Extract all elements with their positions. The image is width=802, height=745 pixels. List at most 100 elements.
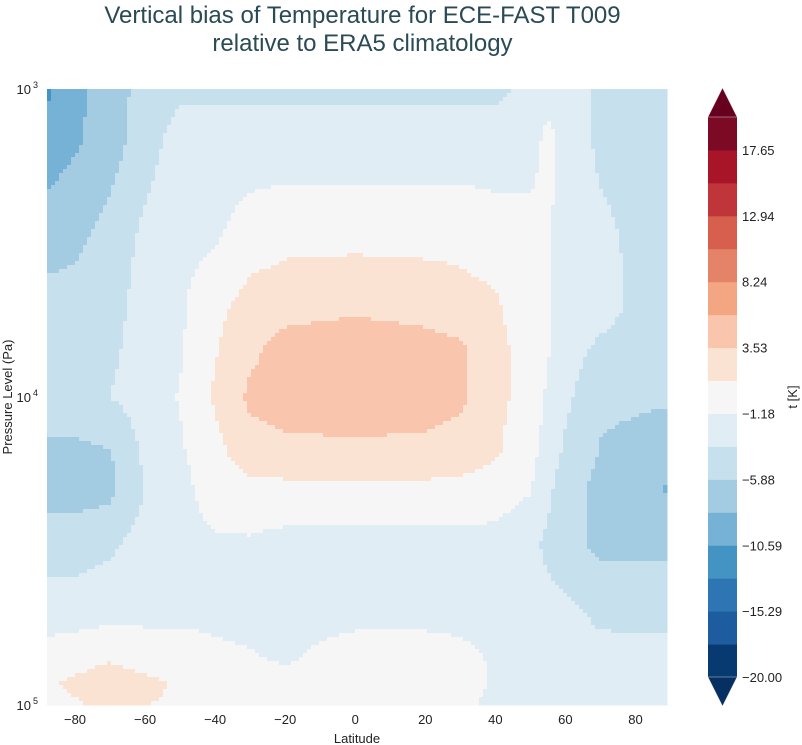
contour-cell [115, 485, 144, 490]
contour-cell [47, 597, 572, 602]
contour-cell [551, 241, 620, 246]
contour-cell [223, 229, 552, 234]
contour-cell [135, 233, 224, 238]
contour-cell [47, 497, 112, 502]
contour-cell [143, 485, 196, 490]
contour-cell [111, 189, 152, 194]
contour-cell [247, 645, 312, 650]
contour-cell [131, 421, 184, 426]
contour-cell [511, 369, 548, 374]
contour-cell [551, 301, 624, 306]
contour-cell [47, 169, 64, 174]
contour-cell [547, 357, 584, 362]
contour-cell [87, 669, 136, 674]
contour-cell [127, 101, 500, 106]
contour-cell [595, 553, 668, 558]
contour-cell [535, 473, 556, 478]
contour-cell [511, 345, 552, 350]
contour-cell [587, 509, 668, 514]
contour-cell [283, 477, 432, 482]
contour-cell [119, 357, 184, 362]
contour-cell [47, 109, 88, 114]
contour-cell [143, 205, 236, 210]
contour-cell [555, 165, 596, 170]
contour-cell [175, 109, 592, 114]
contour-cell [47, 453, 112, 458]
contour-cell [183, 357, 216, 362]
contour-cell [123, 329, 184, 334]
contour-cell [147, 197, 244, 202]
contour-cell [339, 317, 372, 322]
contour-cell [551, 229, 620, 234]
contour-cell [167, 129, 544, 134]
contour-cell [559, 465, 596, 470]
contour-cell [243, 393, 468, 398]
contour-cell [475, 185, 536, 190]
contour-cell [551, 225, 616, 230]
contour-cell [579, 369, 668, 374]
contour-cell [535, 477, 556, 482]
contour-cell [547, 521, 588, 526]
contour-cell [487, 685, 668, 690]
contour-cell [47, 409, 124, 414]
contour-cell [551, 317, 616, 322]
colorbar-tick-label: 17.65 [742, 143, 775, 158]
contour-cell [495, 457, 536, 462]
colorbar-band [708, 281, 737, 316]
contour-cell [491, 189, 532, 194]
contour-cell [555, 137, 592, 142]
contour-cell [179, 409, 216, 414]
contour-cell [503, 445, 540, 450]
contour-cell [471, 641, 668, 646]
contour-cell [127, 413, 180, 418]
contour-cell [587, 493, 668, 498]
contour-cell [539, 157, 556, 162]
contour-cell [167, 681, 488, 686]
contour-cell [115, 465, 144, 470]
contour-cell [619, 313, 668, 318]
contour-cell [195, 497, 524, 502]
contour-cell [75, 153, 124, 158]
contour-cell [95, 221, 140, 226]
contour-cell [215, 405, 248, 410]
contour-cell [183, 441, 224, 446]
contour-cell [67, 677, 160, 682]
contour-cell [555, 157, 596, 162]
contour-cell [615, 425, 668, 430]
contour-cell [467, 381, 512, 386]
contour-cell [47, 249, 84, 254]
contour-cell [319, 641, 472, 646]
contour-cell [311, 645, 476, 650]
contour-cell [123, 157, 160, 162]
contour-cell [567, 421, 620, 426]
contour-cell [587, 517, 668, 522]
contour-cell [255, 189, 492, 194]
contour-cell [179, 401, 212, 406]
contour-cell [563, 429, 608, 434]
contour-cell [267, 657, 300, 662]
contour-cell [551, 337, 596, 342]
contour-cell [283, 525, 548, 530]
contour-cell [591, 109, 668, 114]
contour-cell [99, 625, 144, 630]
contour-cell [47, 681, 60, 686]
contour-cell [303, 653, 484, 658]
contour-cell [131, 93, 508, 98]
contour-cell [539, 545, 588, 550]
contour-cell [47, 113, 88, 118]
contour-cell [503, 425, 540, 430]
contour-cell [47, 389, 112, 394]
contour-cell [287, 257, 424, 262]
colorbar-band [708, 149, 737, 184]
contour-cell [187, 289, 240, 294]
contour-cell [535, 173, 556, 178]
contour-cell [167, 125, 544, 130]
contour-cell [499, 293, 552, 298]
contour-cell [503, 449, 540, 454]
contour-cell [507, 93, 592, 98]
contour-cell [499, 101, 592, 106]
contour-cell [111, 193, 148, 198]
contour-cell [551, 125, 592, 130]
contour-cell [47, 685, 64, 690]
contour-cell [543, 393, 576, 398]
